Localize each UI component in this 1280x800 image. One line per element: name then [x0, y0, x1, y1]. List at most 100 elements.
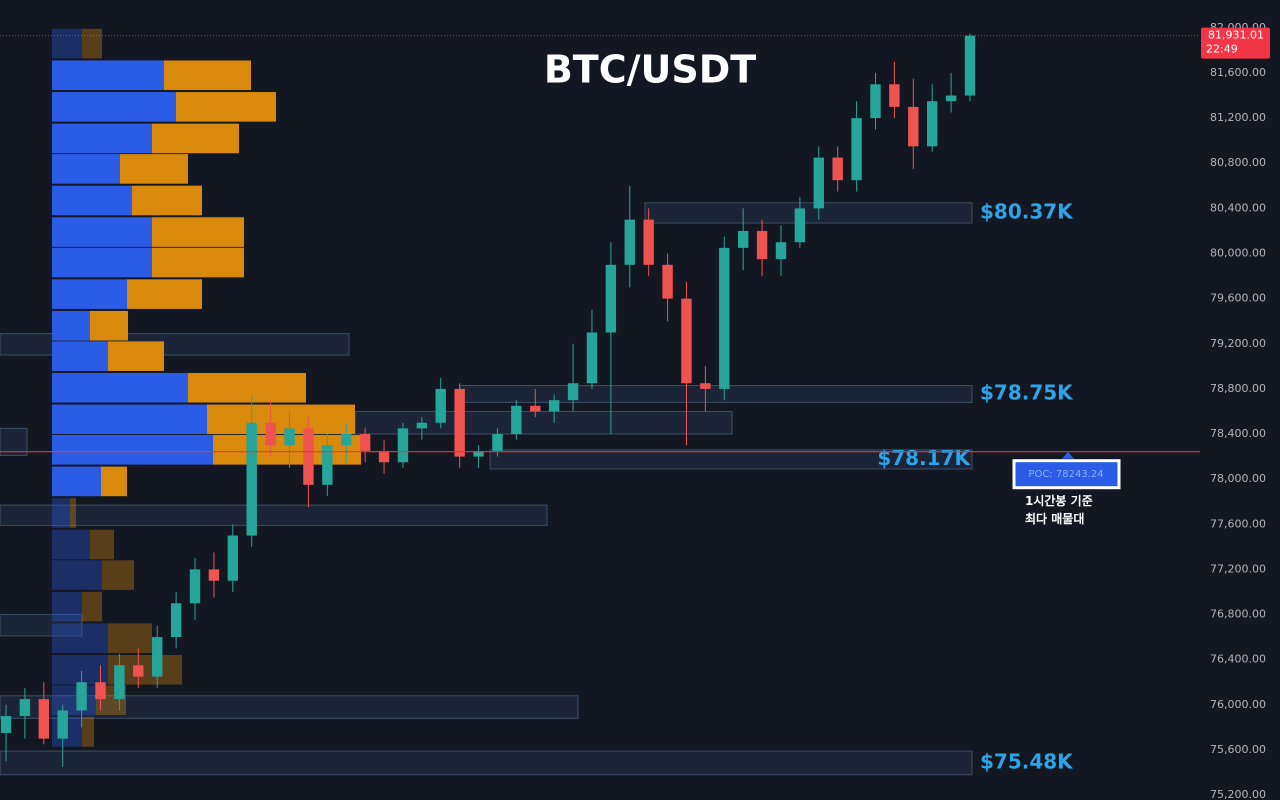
candle-body — [624, 219, 635, 265]
profile-buy — [52, 60, 164, 91]
candle-body — [95, 682, 106, 700]
overlay: 75,200.00 75,600.00 76,000.00 76,400.00 76,8… — [0, 21, 1270, 800]
annotation: 최다 매물대 — [1025, 511, 1084, 526]
profile-buy — [52, 28, 82, 59]
profile-sell — [120, 154, 188, 184]
zone — [0, 750, 973, 776]
candle-body — [775, 242, 787, 260]
candle-body — [454, 388, 465, 457]
candle-body — [76, 682, 87, 711]
candle-body — [945, 95, 957, 102]
profile-sell — [164, 60, 251, 91]
y-tick-label: 75,200.00 — [1210, 788, 1266, 800]
profile-buy — [52, 247, 152, 278]
candle-body — [605, 264, 617, 333]
candle-body — [133, 665, 144, 677]
candle-body — [189, 569, 201, 604]
candle-body — [227, 535, 239, 581]
zone — [354, 410, 733, 435]
profile-sell — [108, 341, 164, 371]
candle-body — [492, 434, 503, 451]
profile-sell — [90, 310, 128, 341]
last-time-label: 22:49 — [1206, 43, 1238, 56]
profile-buy — [52, 185, 132, 216]
annotation: 1시간봉 기준 — [1025, 493, 1093, 508]
y-tick-label: 78,000.00 — [1210, 472, 1266, 485]
zone — [0, 427, 28, 456]
volume-profile — [52, 28, 361, 747]
profile-sell — [70, 498, 76, 528]
profile-sell — [152, 123, 239, 154]
profile-sell — [90, 529, 114, 560]
zone — [0, 614, 83, 637]
profile-buy — [52, 529, 90, 560]
candle-body — [681, 298, 692, 384]
profile-buy — [52, 217, 152, 247]
candle-body — [756, 230, 768, 260]
candle-body — [57, 710, 68, 739]
profile-buy — [52, 123, 152, 154]
candle-body — [359, 434, 371, 451]
y-tick-label: 78,800.00 — [1210, 382, 1266, 395]
zones — [0, 202, 973, 776]
candle-body — [0, 716, 12, 733]
y-tick-label: 79,200.00 — [1210, 337, 1266, 350]
profile-sell — [82, 28, 102, 59]
candle-body — [322, 445, 333, 485]
poc-label: POC: 78243.24 — [1028, 469, 1103, 480]
profile-sell — [132, 185, 202, 216]
y-tick-label: 77,200.00 — [1210, 562, 1266, 575]
profile-buy — [52, 279, 127, 309]
profile-buy — [52, 154, 120, 184]
last-price-box — [1201, 27, 1270, 59]
candle-body — [964, 35, 976, 96]
y-tick-label: 76,800.00 — [1210, 608, 1266, 621]
zone-label: $80.37K — [980, 199, 1074, 223]
y-tick-label: 80,800.00 — [1210, 156, 1266, 169]
profile-sell — [108, 623, 152, 654]
candle-body — [246, 422, 257, 536]
profile-buy — [52, 560, 102, 590]
candle-body — [586, 332, 598, 384]
y-tick-label: 76,400.00 — [1210, 653, 1266, 666]
candle-body — [813, 157, 824, 209]
y-tick-label: 81,600.00 — [1210, 66, 1266, 79]
candle-body — [152, 637, 163, 677]
profile-sell — [152, 247, 244, 278]
candle-body — [303, 428, 314, 485]
candle-body — [378, 450, 390, 463]
candle-body — [851, 118, 862, 181]
profile-buy — [52, 466, 101, 497]
candle-body — [662, 264, 673, 299]
profile-sell — [82, 591, 102, 622]
y-tick-label: 80,400.00 — [1210, 201, 1266, 214]
candle-body — [737, 230, 749, 248]
candle-body — [926, 101, 938, 147]
y-tick-label: 77,600.00 — [1210, 517, 1266, 530]
y-tick-label: 76,000.00 — [1210, 698, 1266, 711]
candles — [0, 33, 976, 767]
profile-sell — [127, 279, 202, 309]
candle-body — [567, 383, 579, 401]
y-tick-label: 81,200.00 — [1210, 111, 1266, 124]
candle-body — [416, 422, 428, 429]
profile-sell — [188, 372, 306, 403]
chart-title: BTC/USDT — [544, 48, 756, 92]
last-price-label: 81,931.01 — [1208, 29, 1264, 42]
candle-body — [870, 84, 881, 119]
profile-buy — [52, 591, 82, 622]
zone — [459, 385, 973, 403]
candle-body — [700, 383, 711, 389]
candle-body — [284, 428, 295, 446]
zone-label: $75.48K — [980, 749, 1074, 773]
y-tick-label: 80,000.00 — [1210, 247, 1266, 260]
poc-box — [1012, 459, 1121, 490]
profile-buy — [52, 435, 213, 465]
y-tick-label: 78,400.00 — [1210, 427, 1266, 440]
profile-sell — [207, 404, 355, 435]
candle-body — [832, 157, 843, 181]
candle-body — [643, 219, 654, 265]
candle-body — [341, 434, 352, 446]
profile-buy — [52, 404, 207, 435]
profile-sell — [176, 92, 276, 122]
